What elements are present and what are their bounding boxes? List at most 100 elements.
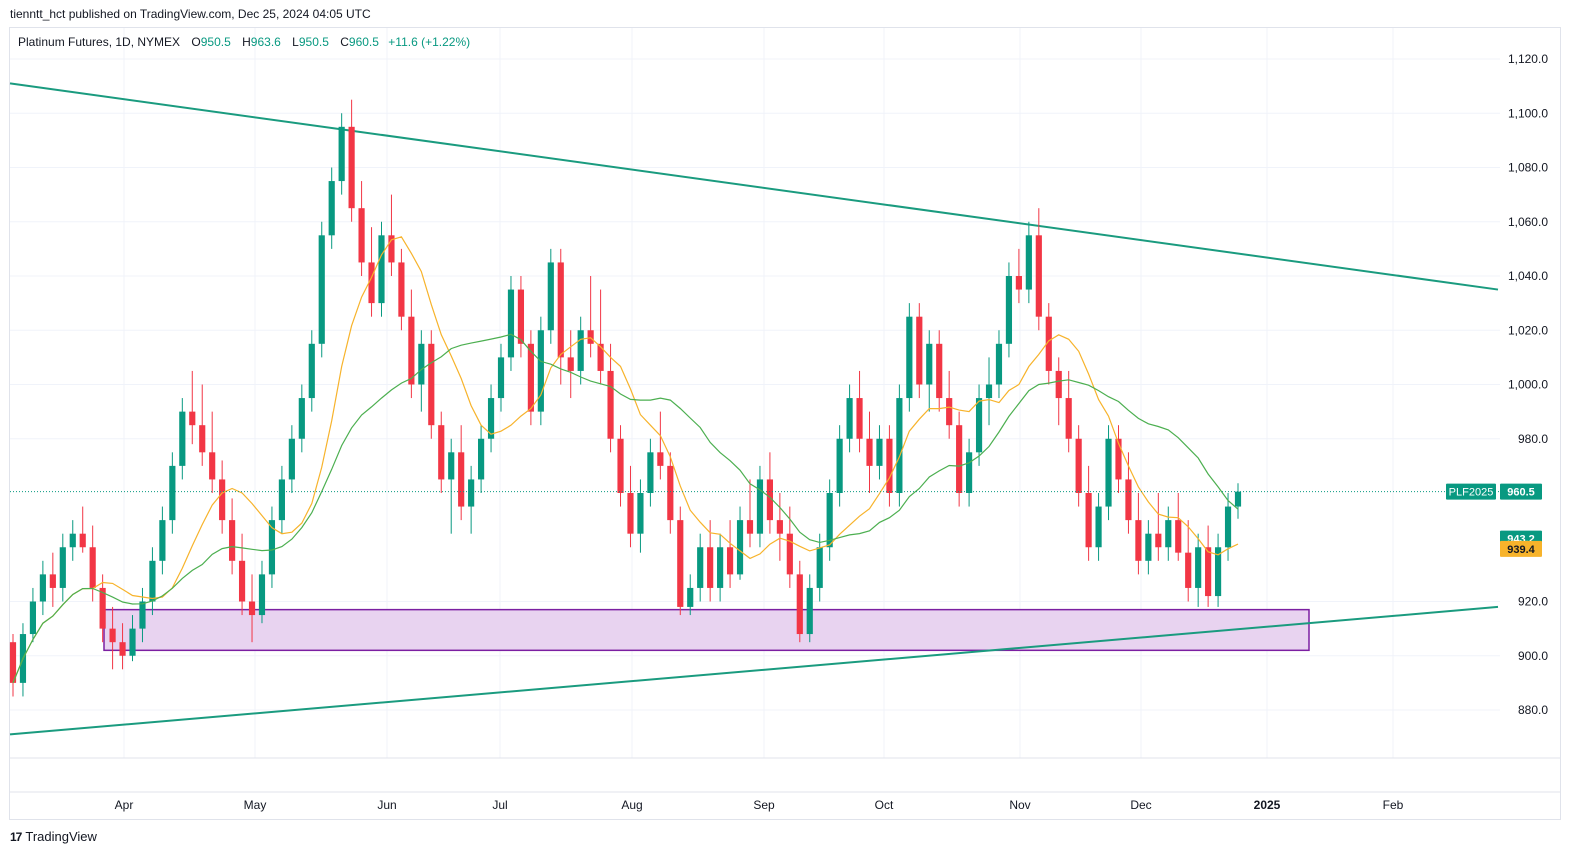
- candle-body: [557, 262, 564, 358]
- candle-body: [358, 208, 365, 263]
- candle-body: [1035, 235, 1042, 317]
- support-zone-layer: [103, 608, 1310, 652]
- candle-body: [577, 330, 584, 371]
- x-tick-label: May: [244, 798, 267, 812]
- candle-body: [1195, 547, 1202, 588]
- x-tick-label: Jul: [492, 798, 507, 812]
- candle-body: [199, 425, 206, 453]
- candle-body: [846, 398, 853, 439]
- candle-body: [1005, 276, 1013, 344]
- candle-body: [398, 262, 405, 317]
- y-tick-label: 1,000.0: [1508, 378, 1548, 392]
- candle-body: [169, 465, 176, 521]
- candle-body: [248, 601, 256, 616]
- y-tick-label: 1,020.0: [1508, 323, 1548, 337]
- candle-body: [328, 181, 335, 236]
- y-tick-label: 920.0: [1518, 595, 1548, 609]
- x-tick-label: Nov: [1009, 798, 1030, 812]
- candle-body: [517, 289, 525, 344]
- candle-body: [866, 438, 873, 466]
- candle-body: [209, 452, 216, 480]
- candle-body: [936, 343, 943, 399]
- candle-body: [89, 547, 96, 588]
- price-tag-value: 939.4: [1507, 544, 1535, 556]
- candle-body: [677, 520, 684, 607]
- candle-body: [657, 452, 664, 466]
- candle-body: [69, 533, 76, 548]
- tradingview-logo-text: TradingView: [25, 829, 97, 844]
- candle-body: [776, 520, 783, 534]
- candle-body: [1015, 276, 1022, 290]
- candle-body: [946, 398, 953, 426]
- candle-body: [408, 316, 415, 385]
- lower-trendline: [9, 605, 1499, 736]
- candle-body: [79, 533, 86, 548]
- candle-body: [667, 465, 674, 521]
- chart-frame[interactable]: [9, 27, 1561, 820]
- candle-body: [717, 547, 724, 588]
- candles-layer: [9, 99, 1242, 697]
- candle-body: [736, 520, 744, 575]
- candle-body: [687, 587, 694, 607]
- candle-body: [707, 547, 714, 588]
- candle-body: [1125, 479, 1132, 521]
- y-tick-label: 1,100.0: [1508, 106, 1548, 120]
- symbol-tag-label: PLF2025: [1449, 487, 1494, 499]
- candle-body: [468, 479, 475, 507]
- x-tick-label: Dec: [1130, 798, 1151, 812]
- candle-body: [438, 425, 445, 480]
- symbol-price-tag: [1446, 483, 1496, 500]
- candle-body: [1115, 438, 1122, 480]
- candle-body: [806, 587, 813, 635]
- candle-body: [906, 316, 913, 399]
- candle-body: [1055, 370, 1062, 399]
- candle-body: [537, 330, 544, 412]
- candle-body: [1095, 506, 1102, 548]
- candle-body: [229, 520, 236, 561]
- legend-high-label: H: [242, 35, 251, 49]
- candle-body: [647, 452, 654, 493]
- candle-body: [587, 330, 594, 344]
- candle-body: [298, 398, 305, 439]
- candle-body: [956, 425, 963, 493]
- candle-body: [308, 343, 315, 399]
- candle-body: [109, 628, 116, 643]
- candle-body: [1185, 552, 1192, 588]
- candle-body: [219, 479, 226, 521]
- y-tick-label: 980.0: [1518, 432, 1548, 446]
- y-tick-label: 1,120.0: [1508, 52, 1548, 66]
- candle-body: [1205, 547, 1212, 597]
- candle-body: [527, 343, 534, 412]
- y-tick-label: 1,040.0: [1508, 269, 1548, 283]
- sma-slow-line: [12, 333, 1239, 684]
- candle-body: [1145, 533, 1152, 561]
- x-tick-label: Aug: [621, 798, 642, 812]
- candle-body: [497, 357, 505, 399]
- candle-body: [786, 533, 793, 575]
- last-price-tag: [1500, 483, 1542, 500]
- candle-body: [348, 126, 355, 209]
- support-zone: [103, 608, 1310, 652]
- candle-body: [189, 411, 196, 426]
- x-tick-label: Apr: [115, 798, 134, 812]
- candle-body: [179, 411, 186, 466]
- candle-body: [258, 574, 266, 616]
- tradingview-logo[interactable]: 17 TradingView: [10, 829, 97, 844]
- candle-body: [886, 438, 893, 493]
- candle-body: [547, 262, 554, 331]
- price-tag-value: 960.5: [1507, 487, 1535, 499]
- candle-body: [597, 343, 604, 371]
- candle-body: [288, 438, 295, 480]
- legend-change: +11.6 (+1.22%): [388, 35, 471, 49]
- candle-body: [836, 438, 843, 493]
- chart-legend: Platinum Futures, 1D, NYMEX O950.5 H963.…: [18, 35, 470, 49]
- candle-body: [9, 642, 17, 683]
- legend-symbol: Platinum Futures, 1D, NYMEX: [18, 35, 181, 49]
- candle-body: [49, 574, 56, 588]
- candle-body: [1155, 533, 1162, 548]
- legend-open-label: O: [191, 35, 201, 49]
- legend-high-value: 963.6: [250, 35, 281, 49]
- candle-body: [766, 479, 773, 521]
- candle-body: [1224, 506, 1232, 548]
